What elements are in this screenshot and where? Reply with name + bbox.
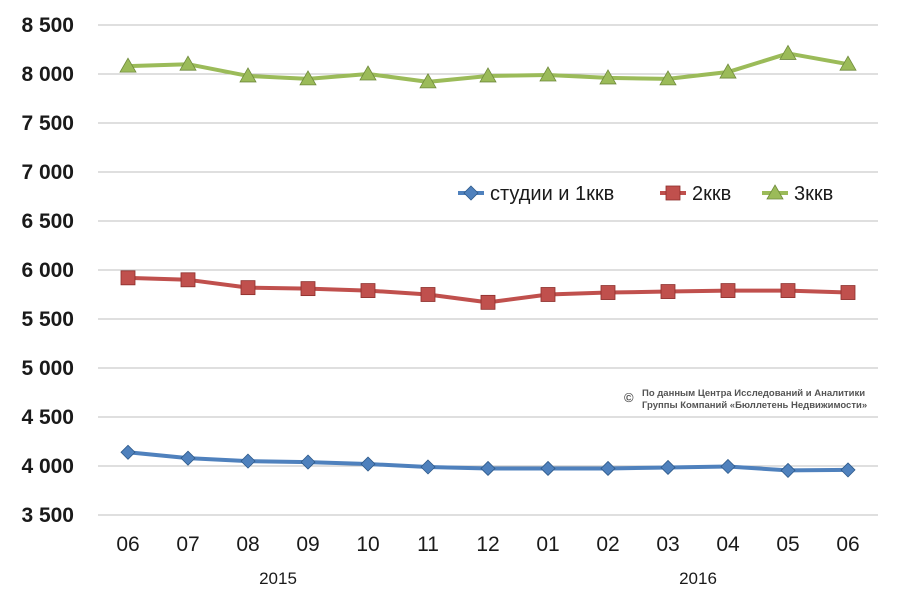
y-tick-label: 7 000 (21, 161, 74, 184)
data-point (240, 280, 256, 296)
x-tick-label: 06 (836, 533, 859, 556)
legend-item-1: 2ккв (660, 183, 731, 205)
y-tick-label: 3 500 (21, 504, 74, 527)
data-point (719, 63, 737, 79)
data-point (239, 67, 257, 83)
legend-item-0: студии и 1ккв (458, 183, 614, 205)
x-tick-label: 05 (776, 533, 799, 556)
source-annotation: © По данным Центра Исследований и Аналит… (624, 388, 867, 411)
x-tick-label: 08 (236, 533, 259, 556)
data-point (779, 44, 797, 60)
data-point (480, 460, 496, 477)
data-point (660, 284, 676, 299)
year-label-2016: 2016 (679, 569, 717, 588)
year-labels: 2015 2016 (259, 569, 717, 588)
data-point (540, 287, 556, 302)
data-point (539, 66, 557, 82)
data-point (720, 283, 736, 298)
x-tick-label: 10 (356, 533, 379, 556)
x-tick-label: 06 (116, 533, 139, 556)
legend-label: 3ккв (794, 183, 833, 205)
data-point (599, 69, 617, 85)
y-tick-label: 8 500 (21, 14, 74, 37)
data-point (840, 285, 856, 300)
data-point (360, 283, 376, 298)
data-point (540, 460, 556, 477)
data-point (300, 281, 316, 297)
data-point (600, 285, 616, 300)
y-tick-label: 8 000 (21, 63, 74, 86)
legend-label: студии и 1ккв (490, 183, 614, 205)
y-tick-label: 5 500 (21, 308, 74, 331)
data-point (720, 458, 736, 475)
data-point (360, 456, 376, 472)
data-point (660, 459, 676, 476)
x-tick-label: 02 (596, 533, 619, 556)
series-1 (120, 270, 856, 310)
data-point (420, 287, 436, 302)
x-tick-label: 09 (296, 533, 319, 556)
y-tick-label: 7 500 (21, 112, 74, 135)
legend-marker (463, 185, 479, 201)
data-point (780, 462, 796, 478)
x-tick-label: 03 (656, 533, 679, 556)
year-label-2015: 2015 (259, 569, 297, 588)
data-point (179, 55, 197, 71)
legend: студии и 1ккв 2ккв 3ккв (458, 183, 833, 205)
data-point (480, 294, 496, 310)
source-line-2: Группы Компаний «Бюллетень Недвижимости» (642, 400, 867, 411)
legend-label: 2ккв (692, 183, 731, 205)
data-point (780, 283, 796, 298)
legend-marker (766, 184, 784, 200)
data-point (240, 453, 256, 469)
y-tick-label: 5 000 (21, 357, 74, 380)
y-axis-tick-labels: 3 500 4 000 4 500 5 000 5 500 6 000 6 500 7 000… (21, 14, 74, 527)
data-point (119, 57, 137, 73)
data-point (840, 462, 856, 478)
x-tick-label: 11 (417, 533, 439, 556)
data-point (659, 70, 677, 86)
y-tick-label: 4 500 (21, 406, 74, 429)
y-tick-label: 6 500 (21, 210, 74, 233)
data-point (120, 444, 136, 460)
grid-lines (98, 24, 878, 516)
data-point (600, 460, 616, 477)
y-tick-label: 6 000 (21, 259, 74, 282)
series-lines (119, 44, 857, 478)
data-point (300, 454, 316, 470)
data-point (420, 459, 436, 475)
x-axis-tick-labels: 06 07 08 09 10 11 12 01 02 03 04 05 06 (116, 533, 859, 556)
y-tick-label: 4 000 (21, 455, 74, 478)
x-tick-label: 07 (176, 533, 199, 556)
data-point (299, 70, 317, 86)
data-point (839, 55, 857, 71)
series-2 (119, 44, 857, 89)
legend-marker (665, 185, 681, 201)
x-tick-label: 01 (536, 533, 559, 556)
copyright-symbol: © (624, 390, 634, 405)
legend-item-2: 3ккв (762, 183, 833, 205)
series-0 (120, 444, 856, 478)
data-point (479, 67, 497, 83)
data-point (180, 450, 196, 466)
x-tick-label: 12 (476, 533, 499, 556)
data-point (359, 65, 377, 81)
data-point (419, 73, 437, 89)
x-tick-label: 04 (716, 533, 740, 556)
data-point (120, 270, 136, 286)
source-line-1: По данным Центра Исследований и Аналитик… (642, 388, 865, 399)
data-point (180, 272, 196, 288)
